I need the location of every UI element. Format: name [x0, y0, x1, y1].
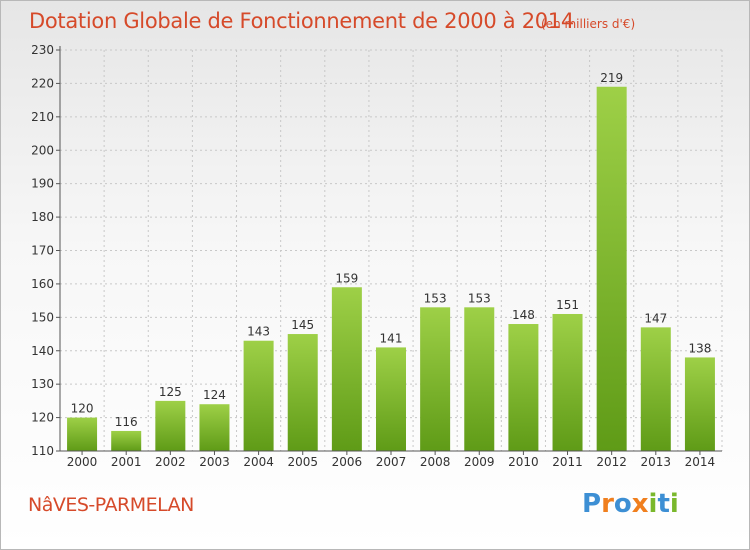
bar [287, 334, 318, 451]
bar [243, 340, 274, 451]
x-tick-label: 2008 [420, 455, 451, 469]
bar [67, 417, 98, 451]
bar [111, 430, 142, 451]
data-label: 159 [335, 271, 358, 285]
x-tick-label: 2009 [464, 455, 495, 469]
y-tick-label: 170 [31, 244, 54, 258]
x-tick-label: 2013 [641, 455, 672, 469]
logo-letter: r [601, 489, 614, 519]
logo-letter: t [657, 489, 670, 519]
y-tick-label: 130 [31, 377, 54, 391]
y-tick-label: 200 [31, 143, 54, 157]
bar [596, 86, 627, 451]
data-label: 125 [159, 385, 182, 399]
y-tick-label: 110 [31, 444, 54, 458]
bar [331, 287, 362, 451]
data-label: 151 [556, 298, 579, 312]
y-tick-label: 160 [31, 277, 54, 291]
x-tick-label: 2010 [508, 455, 539, 469]
x-tick-label: 2004 [243, 455, 274, 469]
bar [420, 307, 451, 451]
chart-unit-note: (en milliers d'€) [541, 17, 636, 31]
labels: 110 120 130 140 150 160 170 180 190 200 210 220 230 1… [31, 43, 715, 469]
y-tick-label: 230 [31, 43, 54, 57]
bar [552, 313, 583, 451]
x-tick-label: 2002 [155, 455, 186, 469]
bar [376, 347, 406, 451]
x-tick-label: 2012 [596, 455, 627, 469]
data-label: 138 [688, 341, 711, 355]
y-tick-label: 190 [31, 177, 54, 191]
data-label: 153 [468, 291, 491, 305]
y-tick-label: 220 [31, 76, 54, 90]
x-tick-label: 2014 [685, 455, 716, 469]
y-tick-label: 140 [31, 344, 54, 358]
data-label: 120 [71, 402, 94, 416]
x-tick-label: 2007 [376, 455, 407, 469]
bar [155, 400, 186, 451]
x-tick-label: 2003 [199, 455, 230, 469]
logo-letter: i [669, 489, 679, 519]
logo-letter: o [613, 489, 632, 519]
data-label: 143 [247, 325, 270, 339]
y-tick-label: 180 [31, 210, 54, 224]
bars [67, 86, 715, 451]
commune-name: NâVES-PARMELAN [28, 494, 194, 516]
data-label: 116 [115, 415, 138, 429]
data-label: 153 [424, 291, 447, 305]
data-label: 219 [600, 71, 623, 85]
axes [56, 46, 722, 455]
data-label: 148 [512, 308, 535, 322]
x-tick-label: 2005 [287, 455, 318, 469]
logo-letter: P [582, 489, 602, 519]
chart-title: Dotation Globale de Fonctionnement de 20… [29, 9, 574, 33]
y-tick-label: 150 [31, 310, 54, 324]
y-tick-label: 120 [31, 411, 54, 425]
x-tick-label: 2006 [332, 455, 363, 469]
bar [199, 404, 230, 451]
data-label: 147 [644, 311, 667, 325]
proxiti-logo[interactable]: Proxiti [582, 489, 692, 525]
bar [684, 357, 715, 451]
data-label: 124 [203, 388, 226, 402]
x-tick-label: 2011 [552, 455, 583, 469]
bar [508, 324, 539, 451]
logo-letter: i [648, 489, 658, 519]
y-tick-label: 210 [31, 110, 54, 124]
x-tick-label: 2001 [111, 455, 142, 469]
data-label: 145 [291, 318, 314, 332]
bar [464, 307, 495, 451]
bar [640, 327, 671, 451]
data-label: 141 [380, 331, 403, 345]
logo-letter: x [631, 489, 649, 519]
x-tick-label: 2000 [67, 455, 98, 469]
